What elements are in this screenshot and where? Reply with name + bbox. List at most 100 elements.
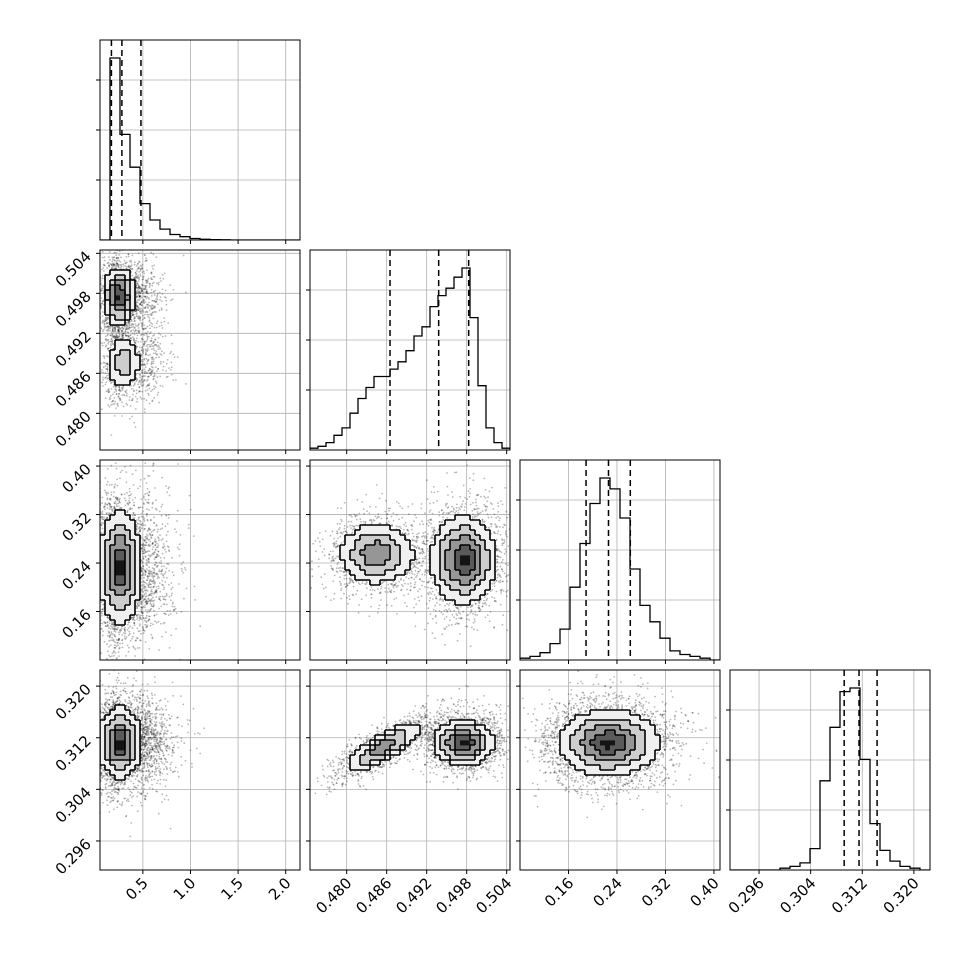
tick-label-y-p2: 0.480 bbox=[52, 407, 95, 450]
sample-point bbox=[142, 557, 145, 560]
sample-point bbox=[133, 317, 136, 320]
sample-point bbox=[142, 591, 145, 593]
sample-point bbox=[112, 399, 114, 402]
sample-point bbox=[155, 591, 158, 594]
sample-point bbox=[128, 321, 131, 323]
sample-point bbox=[140, 547, 143, 550]
sample-point bbox=[112, 403, 114, 406]
sample-point bbox=[139, 273, 142, 276]
density-cell bbox=[110, 285, 116, 291]
sample-point bbox=[140, 296, 143, 299]
sample-point bbox=[140, 568, 143, 570]
sample-point bbox=[136, 324, 139, 327]
sample-point bbox=[108, 504, 111, 506]
sample-point bbox=[151, 575, 154, 578]
sample-point bbox=[104, 325, 107, 328]
sample-point bbox=[135, 306, 138, 308]
sample-point bbox=[113, 415, 116, 417]
sample-point bbox=[115, 407, 117, 409]
sample-point bbox=[160, 622, 162, 625]
sample-point bbox=[107, 326, 109, 328]
sample-point bbox=[101, 369, 103, 371]
sample-point bbox=[100, 601, 103, 604]
sample-point bbox=[107, 391, 110, 393]
sample-point bbox=[129, 326, 131, 329]
sample-point bbox=[131, 380, 134, 383]
sample-point bbox=[139, 316, 141, 319]
sample-point bbox=[141, 338, 143, 340]
sample-point bbox=[115, 257, 118, 260]
density-cell bbox=[120, 375, 126, 381]
sample-point bbox=[105, 322, 108, 325]
sample-point bbox=[129, 267, 132, 269]
sample-point bbox=[144, 295, 147, 298]
density-cell bbox=[120, 340, 126, 346]
sample-point bbox=[151, 325, 153, 328]
sample-point bbox=[146, 338, 149, 341]
sample-point bbox=[157, 368, 160, 370]
sample-point bbox=[101, 408, 103, 411]
sample-point bbox=[116, 499, 119, 502]
sample-point bbox=[109, 634, 112, 636]
sample-point bbox=[145, 482, 148, 484]
sample-point bbox=[117, 502, 119, 505]
sample-point bbox=[143, 372, 146, 375]
sample-point bbox=[150, 519, 152, 521]
sample-point bbox=[170, 361, 173, 364]
sample-point bbox=[139, 275, 142, 277]
sample-point bbox=[157, 367, 160, 370]
sample-point bbox=[137, 341, 140, 343]
sample-point bbox=[157, 575, 159, 578]
sample-point bbox=[140, 288, 143, 291]
sample-point bbox=[118, 389, 120, 392]
sample-point bbox=[148, 575, 151, 577]
sample-point bbox=[129, 625, 132, 628]
sample-point bbox=[158, 597, 160, 599]
sample-point bbox=[152, 529, 155, 532]
sample-point bbox=[153, 575, 156, 578]
sample-point bbox=[143, 548, 146, 551]
sample-point bbox=[146, 303, 149, 306]
sample-point bbox=[149, 340, 152, 343]
sample-point bbox=[114, 644, 116, 646]
sample-point bbox=[116, 336, 119, 339]
sample-point bbox=[148, 402, 151, 405]
sample-point bbox=[151, 304, 154, 307]
sample-point bbox=[145, 588, 148, 591]
sample-point bbox=[144, 390, 147, 392]
sample-point bbox=[125, 321, 128, 324]
sample-point bbox=[144, 585, 146, 588]
sample-point bbox=[136, 400, 139, 403]
sample-point bbox=[107, 328, 109, 331]
sample-point bbox=[168, 569, 171, 572]
sample-point bbox=[140, 543, 143, 546]
sample-point bbox=[117, 328, 120, 331]
sample-point bbox=[135, 294, 138, 296]
sample-point bbox=[141, 381, 144, 384]
density-cell bbox=[120, 360, 126, 366]
sample-point bbox=[145, 358, 148, 360]
sample-point bbox=[117, 396, 120, 398]
panel-frame-0-0 bbox=[99, 39, 301, 241]
sample-point bbox=[103, 357, 106, 360]
sample-point bbox=[167, 322, 170, 324]
sample-point bbox=[157, 587, 160, 590]
sample-point bbox=[145, 603, 148, 606]
sample-point bbox=[113, 491, 115, 493]
sample-point bbox=[143, 379, 146, 382]
sample-point bbox=[136, 616, 139, 619]
sample-point bbox=[135, 519, 138, 522]
sample-point bbox=[102, 300, 104, 303]
sample-point bbox=[109, 503, 111, 505]
sample-point bbox=[136, 295, 138, 298]
sample-point bbox=[109, 380, 111, 383]
sample-point bbox=[144, 462, 147, 464]
sample-point bbox=[129, 334, 131, 337]
sample-point bbox=[121, 326, 124, 329]
sample-point bbox=[141, 375, 144, 378]
sample-point bbox=[154, 544, 157, 547]
sample-point bbox=[161, 385, 164, 388]
sample-point bbox=[100, 362, 103, 365]
density-cell bbox=[110, 280, 116, 286]
panel-frame-1-1 bbox=[309, 249, 511, 451]
